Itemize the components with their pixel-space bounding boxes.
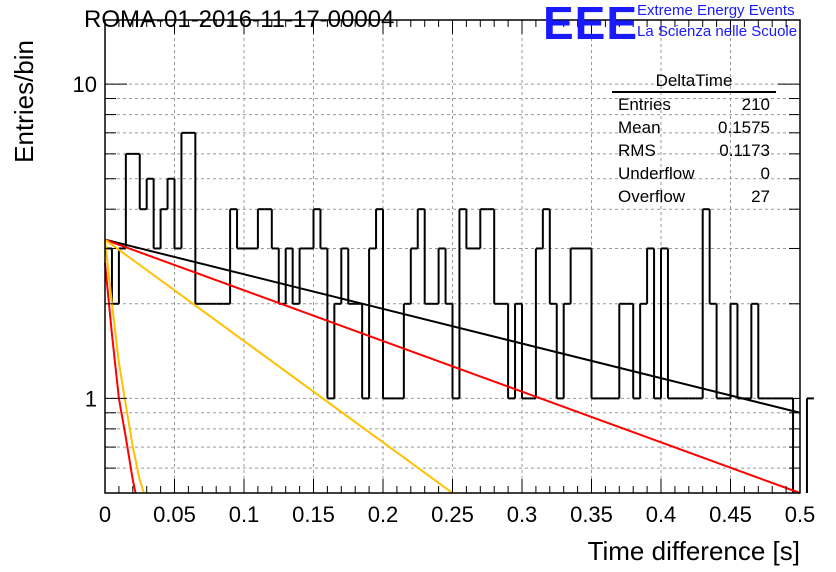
x-tick-label: 0.3 <box>507 502 538 527</box>
x-tick-label: 0.05 <box>153 502 196 527</box>
stats-value: 0.1173 <box>719 141 770 160</box>
x-axis-title: Time difference [s] <box>588 536 800 566</box>
fit-line <box>104 238 801 494</box>
stats-row-mean: Mean 0.1575 <box>612 116 776 139</box>
stats-row-overflow: Overflow 27 <box>612 185 776 208</box>
stats-value: 0.1575 <box>718 118 770 137</box>
x-tick-label: 0.2 <box>368 502 399 527</box>
fit-line <box>104 238 801 414</box>
logo-tagline-2: La Scienza nelle Scuole <box>637 23 798 40</box>
x-tick-label: 0.4 <box>646 502 677 527</box>
stats-row-underflow: Underflow 0 <box>612 162 776 185</box>
stats-label: Mean <box>618 118 661 137</box>
chart-title: ROMA-01-2016-11-17-00004 <box>84 6 395 33</box>
eee-logo: EEE <box>543 0 639 49</box>
stats-box: DeltaTime Entries 210 Mean 0.1575 RMS 0.… <box>612 70 776 208</box>
stats-title: DeltaTime <box>612 70 776 93</box>
stats-value: 210 <box>741 95 770 114</box>
x-tick-label: 0.5 <box>785 502 816 527</box>
stats-label: RMS <box>618 141 656 160</box>
axis-ticks <box>104 20 801 494</box>
stats-row-rms: RMS 0.1173 <box>612 139 776 162</box>
x-tick-label: 0.25 <box>431 502 474 527</box>
histogram <box>105 131 814 493</box>
x-tick-label: 0 <box>99 502 111 527</box>
x-tick-label: 0.45 <box>709 502 752 527</box>
y-tick-label: 10 <box>73 72 97 97</box>
stats-label: Underflow <box>618 164 695 183</box>
stats-value: 0 <box>760 164 770 183</box>
fit-lines <box>104 238 801 494</box>
stats-row-entries: Entries 210 <box>612 93 776 116</box>
x-tick-label: 0.35 <box>570 502 613 527</box>
stats-label: Overflow <box>618 187 686 206</box>
y-tick-label: 1 <box>85 386 97 411</box>
fit-line <box>104 239 145 494</box>
logo-tagline-1: Extreme Energy Events <box>637 2 795 19</box>
axis-labels: 0 0.05 0.1 0.15 0.2 0.25 0.3 0.35 0.4 0.45 0.5 1 10 T… <box>9 40 815 566</box>
x-tick-label: 0.15 <box>292 502 335 527</box>
stats-label: Entries <box>618 95 671 114</box>
stats-value: 27 <box>751 187 770 206</box>
y-axis-title: Entries/bin <box>9 40 39 163</box>
x-tick-label: 0.1 <box>229 502 260 527</box>
fit-line <box>104 262 137 494</box>
fit-line <box>104 238 454 494</box>
